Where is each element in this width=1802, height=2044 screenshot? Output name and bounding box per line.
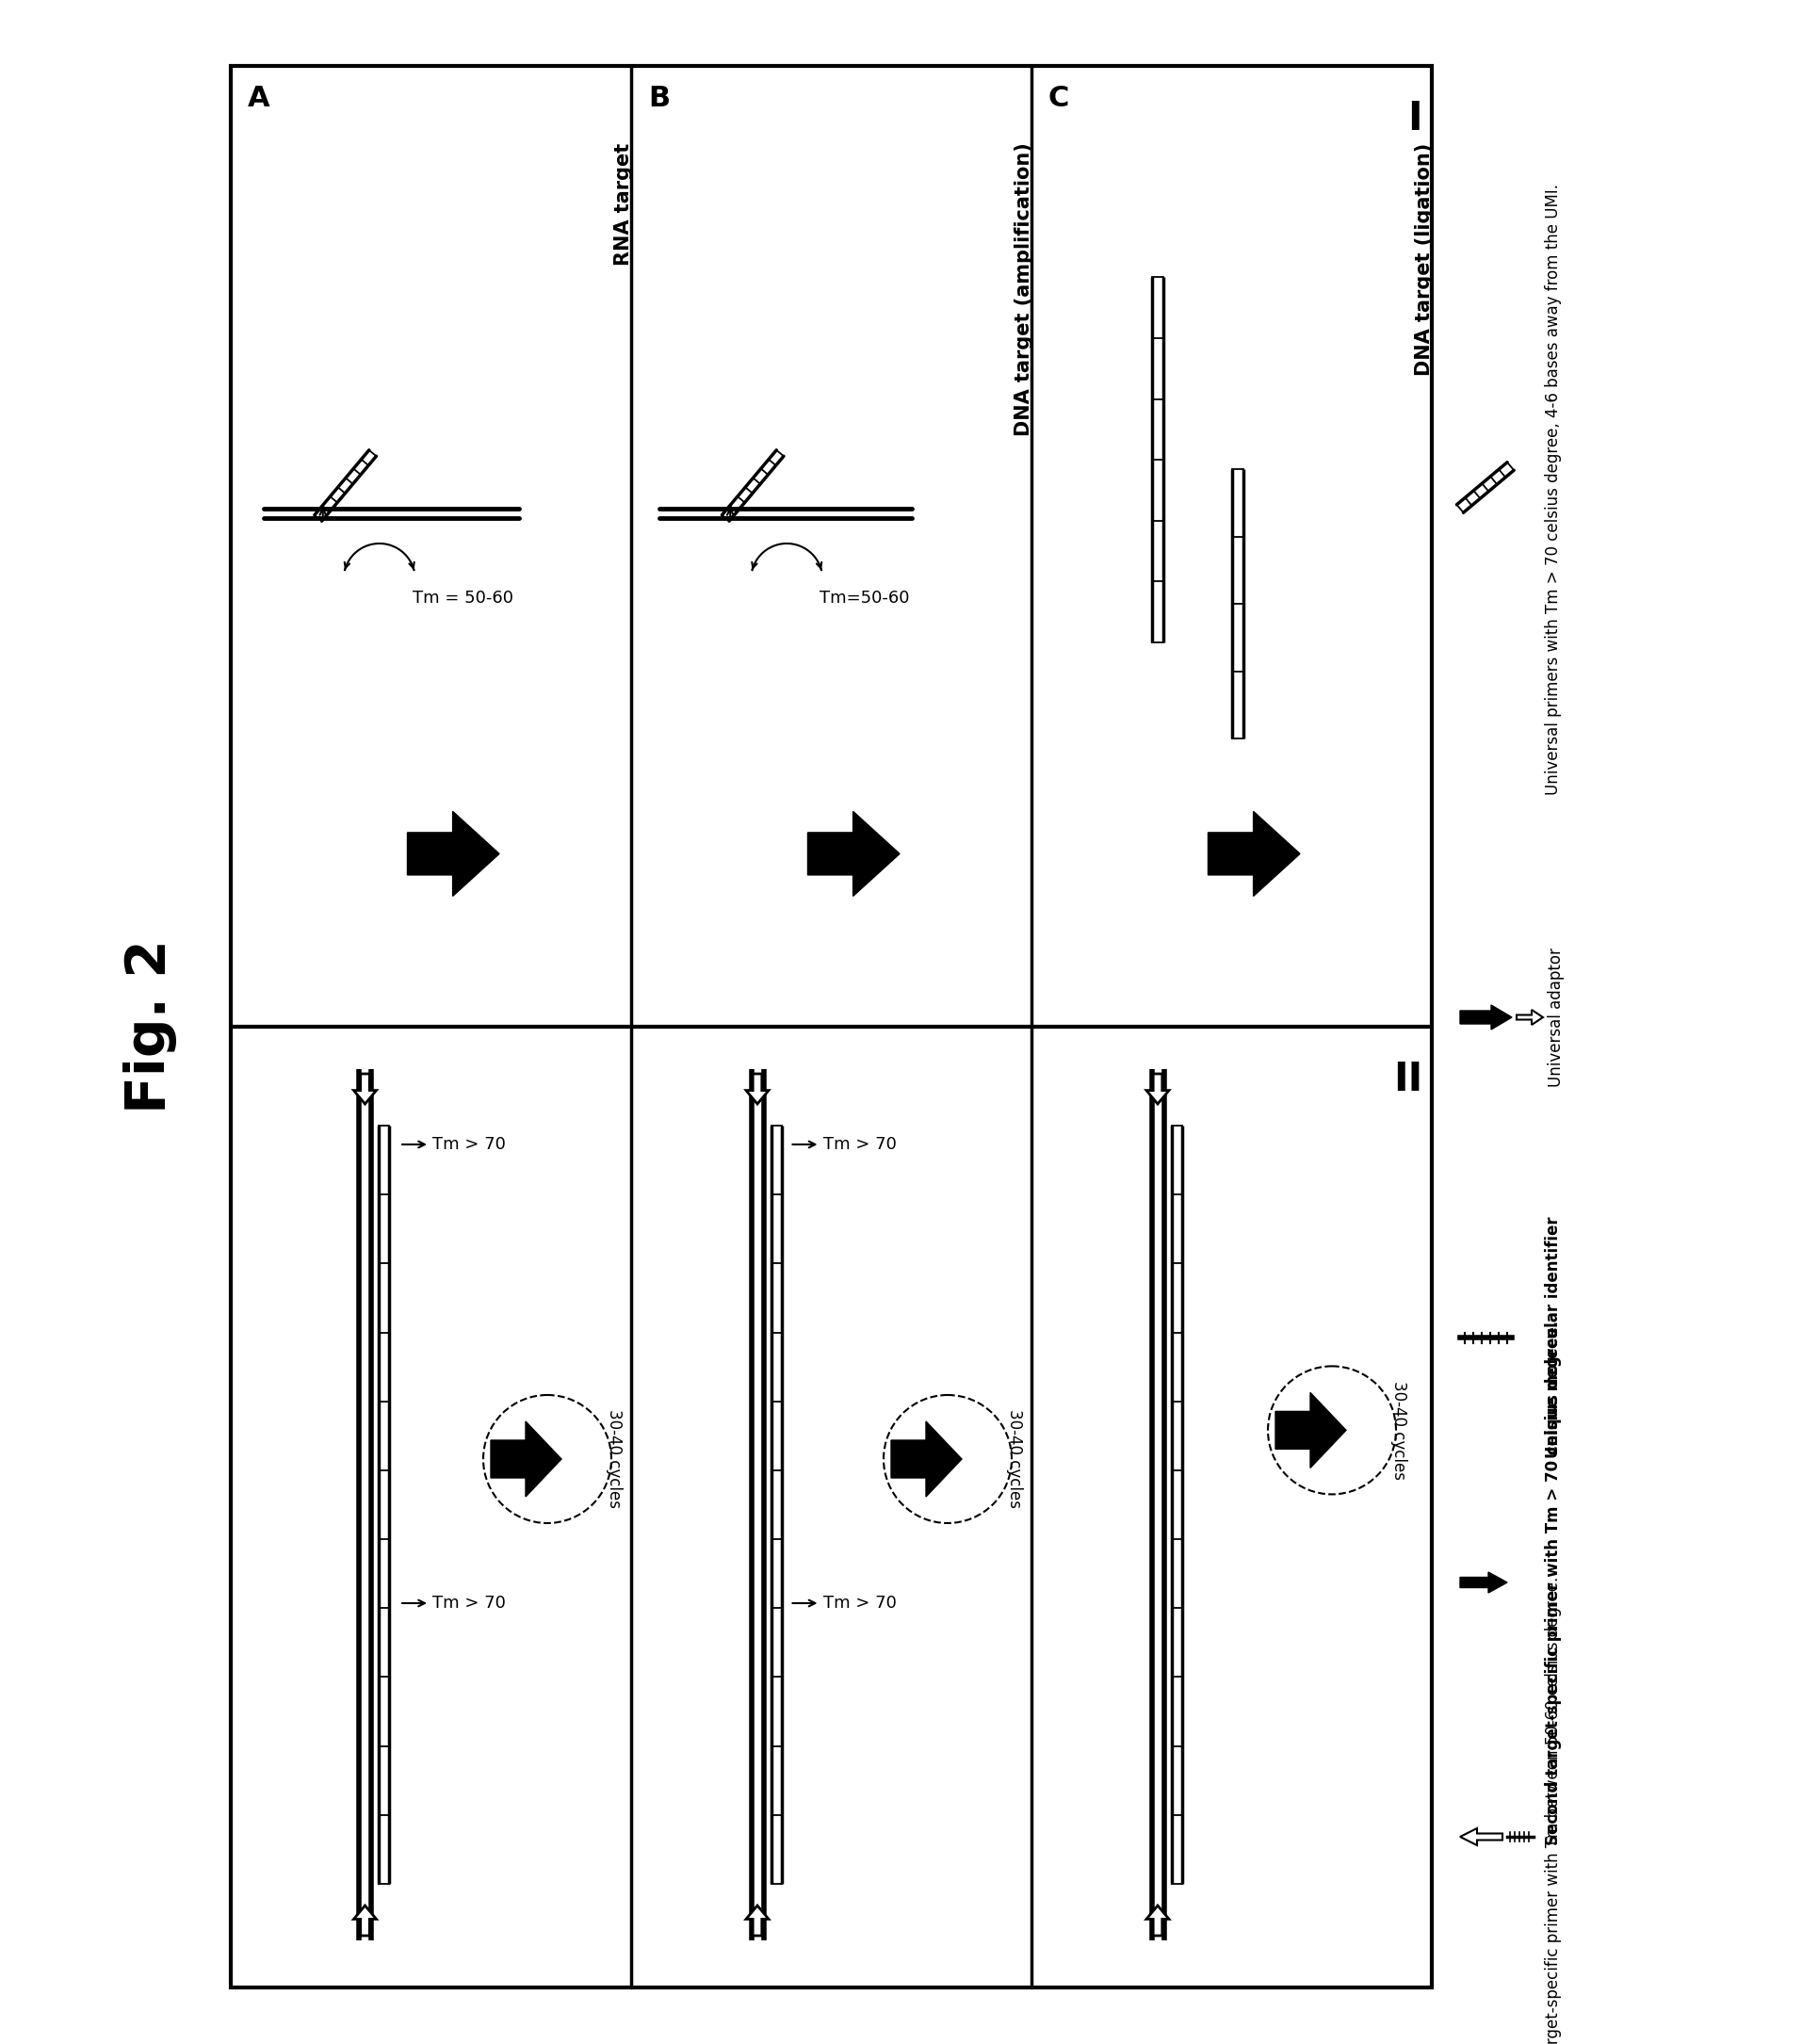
FancyArrow shape	[1460, 1572, 1506, 1592]
Bar	[231, 65, 1433, 1987]
Text: B: B	[649, 84, 670, 112]
FancyArrow shape	[407, 811, 499, 895]
Text: Second target-specific primer with Tm > 70 celsius degree.: Second target-specific primer with Tm > …	[1544, 1320, 1562, 1846]
Text: DNA target (ligation): DNA target (ligation)	[1415, 143, 1434, 376]
FancyArrow shape	[490, 1421, 562, 1496]
FancyArrow shape	[1460, 1006, 1512, 1030]
FancyArrow shape	[1146, 1073, 1169, 1104]
Text: DNA target (amplification): DNA target (amplification)	[1015, 143, 1033, 437]
FancyArrow shape	[892, 1421, 962, 1496]
Text: Fig. 2: Fig. 2	[124, 940, 178, 1114]
Text: 30-40 cycles: 30-40 cycles	[605, 1410, 623, 1508]
Text: II: II	[1393, 1059, 1422, 1100]
Text: First target-specific primer with Tm between 50-60 celsius degree.: First target-specific primer with Tm bet…	[1544, 1576, 1562, 2044]
Text: Universal primers with Tm > 70 celsius degree, 4-6 bases away from the UMI.: Universal primers with Tm > 70 celsius d…	[1544, 184, 1562, 795]
Text: A: A	[247, 84, 270, 112]
FancyArrow shape	[353, 1073, 377, 1104]
FancyArrow shape	[1517, 1010, 1543, 1024]
Text: 30-40 cycles: 30-40 cycles	[1006, 1410, 1024, 1508]
Text: Tm = 50-60: Tm = 50-60	[413, 589, 514, 607]
FancyArrow shape	[1146, 1905, 1169, 1936]
FancyArrow shape	[1276, 1392, 1346, 1468]
FancyArrow shape	[353, 1905, 377, 1936]
Text: Universal adaptor: Universal adaptor	[1548, 948, 1564, 1087]
Text: Unique molecular identifier: Unique molecular identifier	[1544, 1216, 1562, 1459]
Text: I: I	[1407, 98, 1422, 139]
FancyArrow shape	[746, 1073, 769, 1104]
Text: Tm > 70: Tm > 70	[824, 1594, 896, 1611]
FancyArrow shape	[746, 1905, 769, 1936]
Text: 30-40 cycles: 30-40 cycles	[1391, 1382, 1407, 1480]
Text: Tm > 70: Tm > 70	[432, 1136, 506, 1153]
FancyArrow shape	[1207, 811, 1299, 895]
FancyArrow shape	[1460, 1827, 1503, 1846]
FancyArrow shape	[807, 811, 899, 895]
Text: Tm=50-60: Tm=50-60	[820, 589, 910, 607]
Text: C: C	[1049, 84, 1070, 112]
Text: Tm > 70: Tm > 70	[824, 1136, 896, 1153]
Text: Tm > 70: Tm > 70	[432, 1594, 506, 1611]
Text: RNA target: RNA target	[614, 143, 633, 266]
